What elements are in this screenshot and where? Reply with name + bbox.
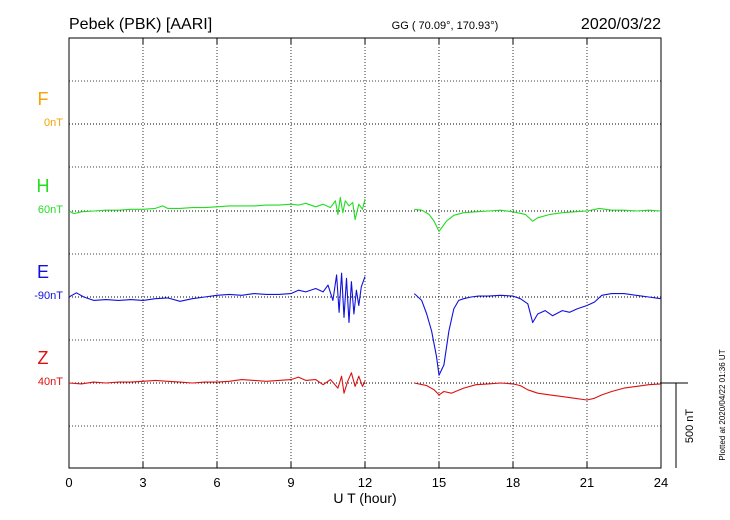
- series-line-z-before-gap: [68, 372, 366, 394]
- series-line-h-before-gap: [68, 196, 366, 221]
- channel-name-f: F: [38, 89, 49, 109]
- series-line-e-before-gap: [68, 272, 366, 324]
- channel-labels: F 0nT H 60nT E -90nT Z 40nT: [34, 89, 63, 388]
- plotted-at-note: Plotted at 2020/04/22 01:36 UT: [718, 349, 727, 460]
- geographic-coordinates: GG ( 70.09°, 170.93°): [392, 20, 499, 32]
- x-tick-label: 6: [213, 475, 220, 490]
- scale-bar: 500 nT: [661, 382, 696, 468]
- x-tick-label: 18: [506, 475, 520, 490]
- channel-name-h: H: [37, 176, 50, 196]
- channel-baseline-label-f: 0nT: [44, 117, 63, 129]
- channel-baseline-label-e: -90nT: [34, 290, 63, 302]
- plot-date: 2020/03/22: [581, 16, 661, 33]
- channel-baseline-label-z: 40nT: [38, 376, 63, 388]
- x-axis-ticks: 0 3 6 9 12 15 18 21 24: [65, 38, 668, 490]
- plot-frame: [68, 37, 662, 469]
- grid: [69, 38, 661, 468]
- series-line-e-after-gap: [413, 293, 662, 376]
- scale-bar-label: 500 nT: [684, 409, 696, 444]
- series-lines: [68, 196, 662, 401]
- channel-name-z: Z: [38, 348, 49, 368]
- channel-name-e: E: [37, 262, 49, 282]
- x-axis-label: U T (hour): [333, 490, 396, 506]
- station-title: Pebek (PBK) [AARI]: [69, 16, 212, 33]
- x-tick-label: 15: [432, 475, 446, 490]
- series-line-h-after-gap: [414, 207, 662, 232]
- x-tick-label: 24: [654, 475, 668, 490]
- x-tick-label: 0: [65, 475, 72, 490]
- x-tick-label: 3: [139, 475, 146, 490]
- x-tick-label: 12: [358, 475, 372, 490]
- channel-baseline-label-h: 60nT: [38, 204, 63, 216]
- x-tick-label: 9: [287, 475, 294, 490]
- x-tick-label: 21: [580, 475, 594, 490]
- series-line-z-after-gap: [414, 382, 662, 401]
